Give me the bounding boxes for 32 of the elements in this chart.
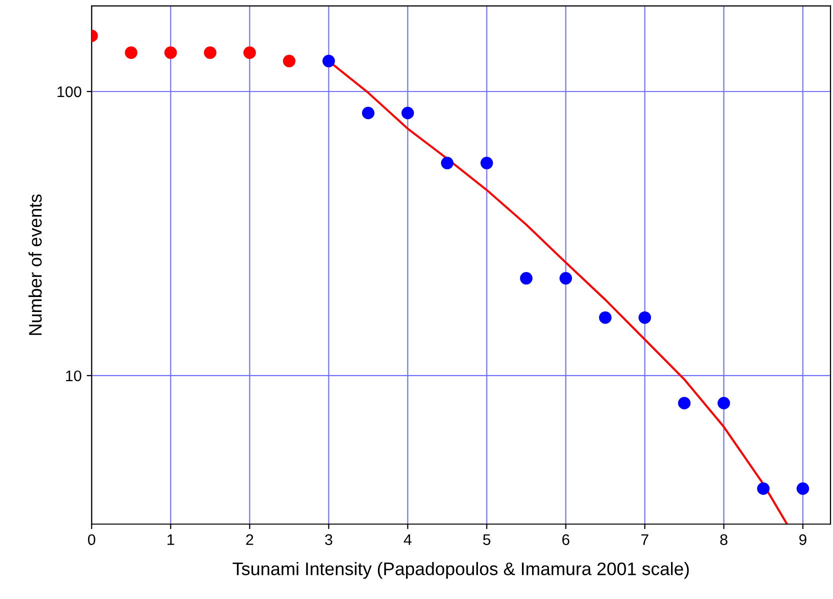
point <box>520 272 533 285</box>
x-axis-title: Tsunami Intensity (Papadopoulos & Imamura 2001 scale) <box>232 562 689 579</box>
point <box>757 482 770 495</box>
point <box>440 156 454 170</box>
x-tick-label: 7 <box>641 534 648 545</box>
point <box>243 46 256 59</box>
point <box>796 482 810 495</box>
x-tick-label: 6 <box>562 534 570 546</box>
point <box>718 396 730 410</box>
x-tick-label: 4 <box>404 534 412 545</box>
point <box>322 54 335 68</box>
point <box>599 311 612 324</box>
point <box>678 396 691 410</box>
point <box>362 106 374 120</box>
y-axis-title: Number of events <box>28 194 42 335</box>
point <box>282 54 296 68</box>
y-tick-label: 10 <box>66 370 82 382</box>
point <box>124 46 138 59</box>
point <box>480 156 493 170</box>
x-tick-label: 2 <box>246 534 254 545</box>
point <box>560 272 572 285</box>
x-tick-label: 3 <box>325 534 332 546</box>
x-tick-label: 0 <box>88 534 96 546</box>
point <box>204 46 216 59</box>
x-tick-label: 9 <box>799 534 806 546</box>
y-tick-label: 100 <box>58 86 82 98</box>
x-tick-label: 1 <box>168 534 174 545</box>
point <box>638 311 652 324</box>
point <box>164 46 177 59</box>
x-tick-label: 8 <box>720 534 728 546</box>
point <box>401 106 414 120</box>
x-tick-label: 5 <box>483 534 490 546</box>
